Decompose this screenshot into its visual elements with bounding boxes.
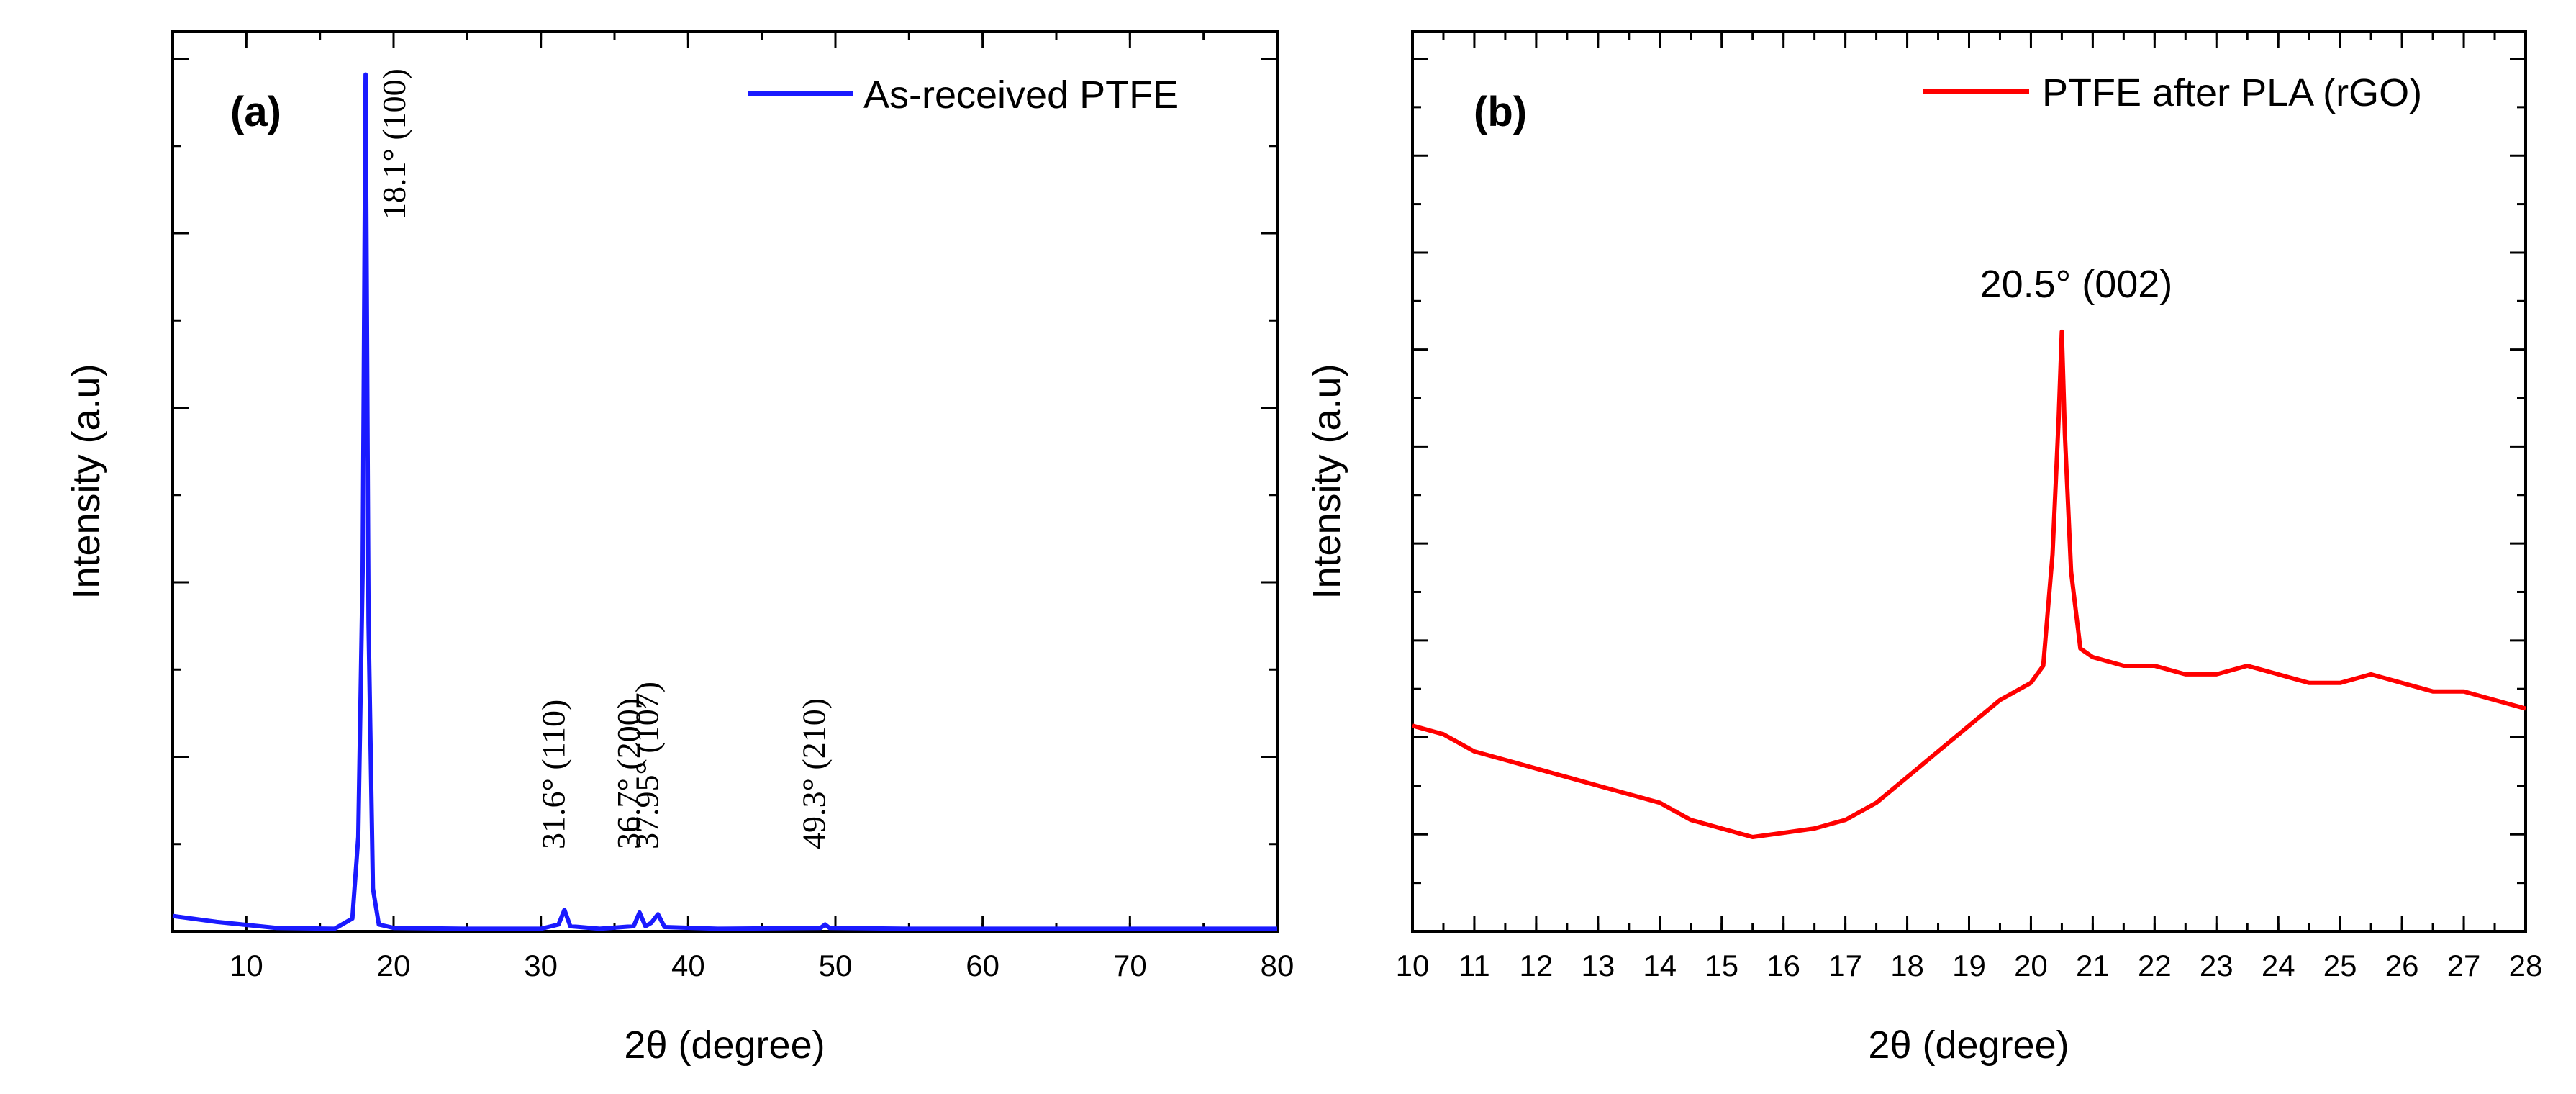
plot-frame-b [1411, 30, 2527, 933]
peak-label: 36.7° (200) [610, 698, 647, 849]
x-tick-label: 17 [1828, 949, 1862, 982]
x-tick-label: 28 [2509, 949, 2543, 982]
x-axis-title-b: 2θ (degree) [1868, 1023, 2069, 1067]
series-line-as-received-ptfe [172, 72, 1277, 931]
x-tick-label: 11 [1459, 949, 1490, 982]
y-axis-title-a: Intensity (a.u) [65, 363, 108, 599]
x-tick-label: 24 [2262, 949, 2295, 982]
x-tick-label: 10 [230, 949, 263, 982]
x-tick-label: 12 [1520, 949, 1554, 982]
x-tick-label: 16 [1767, 949, 1800, 982]
legend-label-b: PTFE after PLA (rGO) [2042, 71, 2422, 114]
panel-label-a: (a) [230, 89, 281, 135]
peak-label: 20.5° (002) [1980, 263, 2173, 306]
x-tick-labels-a: 10 20 30 40 50 60 70 80 [230, 949, 1294, 982]
x-tick-label: 22 [2138, 949, 2172, 982]
legend-label-a: As-received PTFE [863, 73, 1179, 117]
x-tick-label: 19 [1952, 949, 1986, 982]
x-tick-label: 13 [1581, 949, 1615, 982]
peak-label: 31.6° (110) [535, 700, 571, 849]
x-axis-title-a: 2θ (degree) [624, 1023, 825, 1067]
x-tick-label: 14 [1643, 949, 1677, 982]
x-tick-label: 70 [1113, 949, 1147, 982]
x-tick-label: 20 [377, 949, 411, 982]
x-tick-label: 21 [2076, 949, 2110, 982]
panel-b: 10 11 12 13 14 15 16 17 18 19 20 21 22 23 24 25 26 27 28 2… [1305, 30, 2543, 1067]
x-tick-label: 20 [2014, 949, 2048, 982]
plot-frame-a [171, 30, 1279, 933]
peak-annotations-a: 18.1° (100) 31.6° (110) 36.7° (200)37.95° … [376, 68, 833, 849]
axis-ticks-b [1411, 32, 2527, 933]
x-tick-label: 25 [2323, 949, 2357, 982]
y-axis-title-b: Intensity (a.u) [1305, 363, 1348, 599]
panel-label-b: (b) [1474, 89, 1527, 135]
x-tick-label: 60 [966, 949, 999, 982]
peak-label: 37.95° (107) [628, 682, 665, 849]
x-tick-label: 26 [2385, 949, 2419, 982]
x-tick-label: 40 [671, 949, 705, 982]
x-tick-label: 27 [2447, 949, 2481, 982]
x-tick-label: 18 [1890, 949, 1924, 982]
axis-ticks-a [171, 32, 1279, 933]
peak-annotations-b: 20.5° (002) [1980, 263, 2173, 306]
x-tick-label: 23 [2200, 949, 2233, 982]
peak-label: 18.1° (100) [376, 68, 412, 220]
peak-label: 49.3° (210) [796, 698, 833, 849]
x-tick-label: 30 [524, 949, 558, 982]
x-tick-label: 80 [1261, 949, 1294, 982]
x-tick-labels-b: 10 11 12 13 14 15 16 17 18 19 20 21 22 23 24 25 26 27 28 [1396, 949, 2543, 982]
x-tick-label: 15 [1705, 949, 1738, 982]
x-tick-label: 50 [819, 949, 853, 982]
panel-a: 10 20 30 40 50 60 70 80 18.1° (100) 31.6° (110) 3… [65, 30, 1294, 1067]
series-line-ptfe-after-pla-rgo [1412, 329, 2526, 839]
x-tick-label: 10 [1396, 949, 1430, 982]
